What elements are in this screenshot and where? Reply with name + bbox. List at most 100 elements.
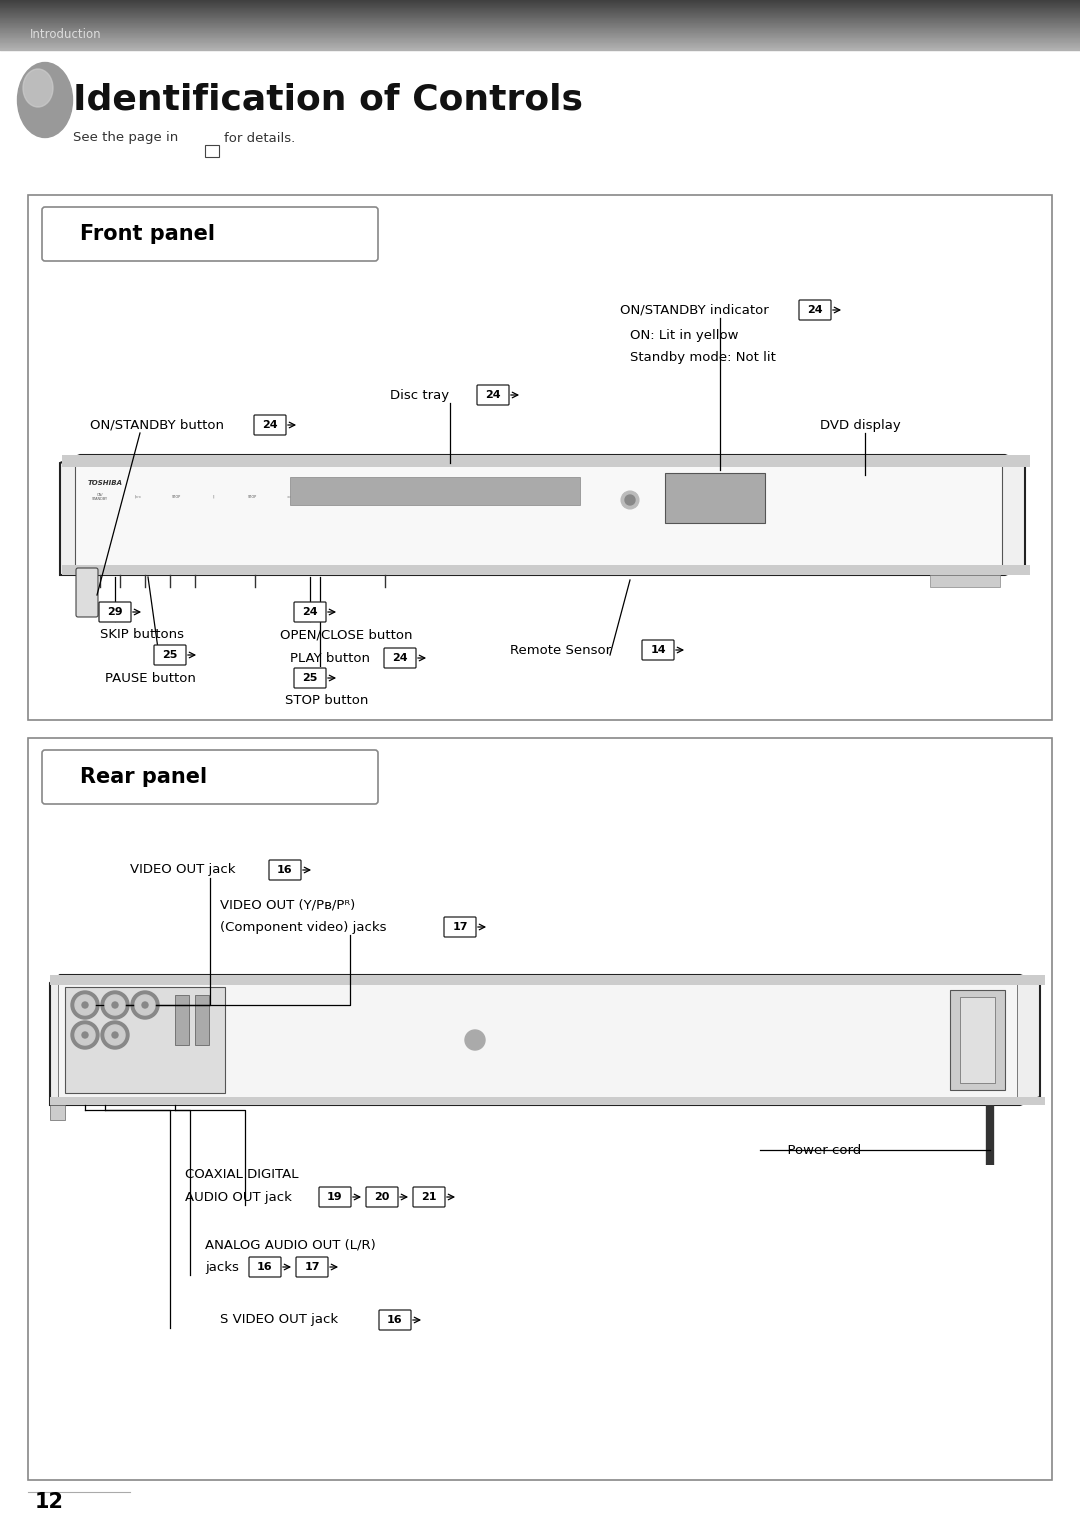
FancyBboxPatch shape [42, 750, 378, 805]
Text: Introduction: Introduction [30, 27, 102, 41]
Text: 25: 25 [162, 651, 178, 660]
Text: SKIP buttons: SKIP buttons [100, 628, 184, 642]
Text: (Component video) jacks: (Component video) jacks [220, 920, 387, 934]
FancyBboxPatch shape [154, 645, 186, 664]
Circle shape [105, 1026, 125, 1045]
FancyBboxPatch shape [62, 456, 1030, 466]
FancyBboxPatch shape [195, 995, 210, 1045]
Circle shape [102, 1021, 129, 1049]
Circle shape [71, 991, 99, 1020]
FancyBboxPatch shape [384, 648, 416, 668]
Text: 19: 19 [327, 1192, 342, 1202]
Text: 16: 16 [388, 1315, 403, 1324]
FancyBboxPatch shape [799, 300, 831, 320]
Text: ON: Lit in yellow: ON: Lit in yellow [630, 329, 739, 341]
FancyBboxPatch shape [950, 991, 1005, 1090]
Text: |<<: |<< [135, 495, 141, 498]
Text: 14: 14 [650, 645, 665, 655]
Polygon shape [50, 975, 1040, 1105]
Circle shape [131, 991, 159, 1020]
Text: STOP button: STOP button [285, 693, 368, 707]
Text: ||: || [213, 495, 215, 498]
Text: 12: 12 [35, 1492, 64, 1512]
Circle shape [75, 995, 95, 1015]
FancyBboxPatch shape [50, 1097, 1045, 1105]
Circle shape [82, 1032, 87, 1038]
Text: ON/
STANDBY: ON/ STANDBY [92, 492, 108, 501]
FancyBboxPatch shape [65, 988, 225, 1093]
Text: Disc tray: Disc tray [390, 389, 449, 401]
FancyBboxPatch shape [294, 668, 326, 687]
Text: Rear panel: Rear panel [80, 767, 207, 786]
Text: S VIDEO OUT jack: S VIDEO OUT jack [220, 1314, 338, 1326]
FancyBboxPatch shape [379, 1311, 411, 1330]
Text: 21: 21 [421, 1192, 436, 1202]
Text: ON/STANDBY indicator: ON/STANDBY indicator [620, 303, 769, 317]
Text: VIDEO OUT jack: VIDEO OUT jack [130, 864, 235, 876]
FancyBboxPatch shape [477, 386, 509, 405]
Text: 17: 17 [305, 1262, 320, 1273]
Text: 17: 17 [453, 922, 468, 933]
FancyBboxPatch shape [28, 195, 1052, 719]
Text: 24: 24 [262, 421, 278, 430]
Circle shape [465, 1030, 485, 1050]
Circle shape [75, 1026, 95, 1045]
Text: ON/STANDBY button: ON/STANDBY button [90, 419, 224, 431]
Circle shape [105, 995, 125, 1015]
FancyBboxPatch shape [249, 1257, 281, 1277]
Text: TOSHIBA: TOSHIBA [87, 480, 123, 486]
Text: 24: 24 [392, 652, 408, 663]
Text: See the page in: See the page in [73, 131, 178, 145]
Text: 16: 16 [257, 1262, 273, 1273]
FancyBboxPatch shape [269, 860, 301, 879]
FancyBboxPatch shape [642, 640, 674, 660]
Circle shape [71, 1021, 99, 1049]
FancyBboxPatch shape [76, 568, 98, 617]
Text: Remote Sensor: Remote Sensor [510, 643, 611, 657]
Circle shape [625, 495, 635, 504]
Text: 25: 25 [302, 674, 318, 683]
FancyBboxPatch shape [62, 565, 1030, 575]
Polygon shape [60, 456, 1025, 575]
FancyBboxPatch shape [930, 575, 1000, 587]
Text: PAUSE button: PAUSE button [105, 672, 195, 684]
Text: for details.: for details. [224, 131, 295, 145]
Ellipse shape [17, 62, 72, 137]
Circle shape [621, 491, 639, 509]
FancyBboxPatch shape [254, 415, 286, 434]
Text: 24: 24 [807, 305, 823, 315]
FancyBboxPatch shape [413, 1187, 445, 1207]
Text: Standby mode: Not lit: Standby mode: Not lit [630, 352, 775, 364]
Circle shape [102, 991, 129, 1020]
FancyBboxPatch shape [960, 997, 995, 1084]
Text: >>|: >>| [286, 495, 294, 498]
Text: DVD display: DVD display [820, 419, 901, 431]
Text: OPEN/CLOSE button: OPEN/CLOSE button [280, 628, 413, 642]
FancyBboxPatch shape [99, 602, 131, 622]
Text: ANALOG AUDIO OUT (L/R): ANALOG AUDIO OUT (L/R) [205, 1239, 376, 1251]
FancyBboxPatch shape [50, 1105, 65, 1120]
FancyBboxPatch shape [366, 1187, 399, 1207]
Text: STOP: STOP [247, 495, 257, 498]
Text: 24: 24 [485, 390, 501, 399]
Text: >PLAY: >PLAY [322, 495, 334, 498]
FancyBboxPatch shape [296, 1257, 328, 1277]
Text: A/OPEN/CLOSE: A/OPEN/CLOSE [353, 495, 379, 498]
Text: PLAY button: PLAY button [291, 651, 370, 664]
Ellipse shape [23, 69, 53, 107]
Circle shape [112, 1032, 118, 1038]
Text: Identification of Controls: Identification of Controls [73, 82, 583, 117]
FancyBboxPatch shape [319, 1187, 351, 1207]
FancyBboxPatch shape [291, 477, 580, 504]
FancyBboxPatch shape [205, 145, 219, 157]
Circle shape [82, 1001, 87, 1007]
FancyBboxPatch shape [50, 975, 1045, 985]
Text: — Power cord: — Power cord [770, 1143, 861, 1157]
Text: jacks: jacks [205, 1260, 239, 1274]
Polygon shape [58, 983, 1017, 1097]
FancyBboxPatch shape [444, 917, 476, 937]
Text: 20: 20 [375, 1192, 390, 1202]
FancyBboxPatch shape [175, 995, 189, 1045]
FancyBboxPatch shape [665, 472, 765, 523]
Text: COAXIAL DIGITAL: COAXIAL DIGITAL [185, 1169, 298, 1181]
